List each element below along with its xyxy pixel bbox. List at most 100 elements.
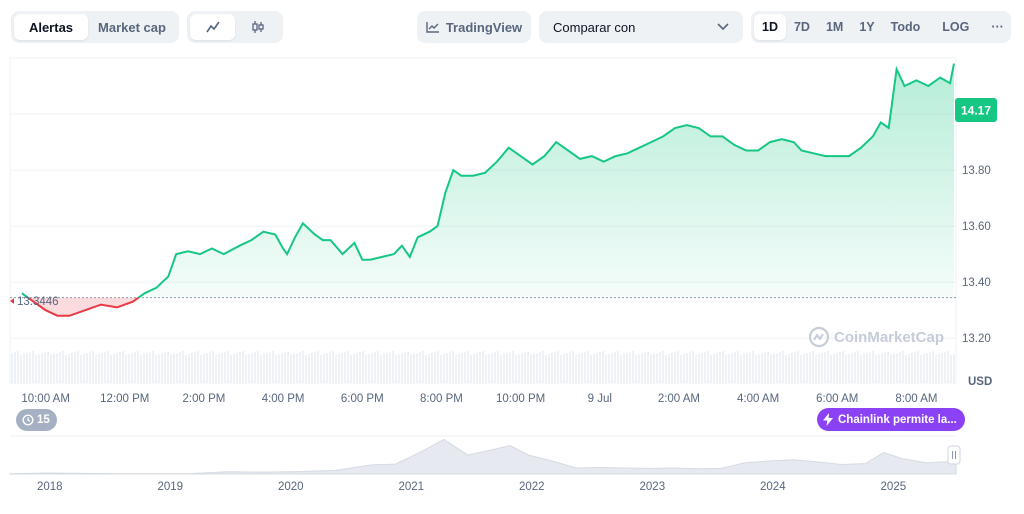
volume-bar [725,355,727,383]
tab-alerts[interactable]: Alertas [14,14,88,40]
volume-bar [344,352,346,383]
volume-bar [542,351,544,383]
volume-bar [950,355,952,383]
volume-bar [272,351,274,383]
tab-market-cap[interactable]: Market cap [98,19,166,35]
history-clock-icon [22,414,34,426]
range-1d-button[interactable]: 1D [754,14,786,40]
range-all-button[interactable]: Todo [890,20,921,34]
volume-bar [866,353,868,383]
volume-bar [179,352,181,383]
tradingview-button[interactable]: TradingView [417,11,531,43]
volume-bar [944,352,946,383]
volume-bar [380,355,382,383]
events-badge[interactable]: 15 [16,409,57,431]
range-7d-button[interactable]: 7D [793,20,810,34]
volume-bar [509,352,511,383]
volume-bar [839,352,841,383]
volume-bar [563,354,565,383]
volume-bar [515,355,517,383]
log-scale-button[interactable]: LOG [942,20,970,34]
currency-label: USD [968,376,992,388]
news-promo-pill[interactable]: Chainlink permite la... [817,408,965,431]
volume-bar [92,351,94,383]
volume-bar [728,354,730,383]
volume-bar [845,355,847,383]
candlestick-button[interactable] [235,14,280,40]
volume-bar [575,355,577,383]
volume-bar [680,355,682,383]
volume-bar [104,352,106,383]
tradingview-label: TradingView [445,19,523,35]
volume-bar [149,352,151,383]
x-tick-label: 12:00 PM [100,393,149,405]
volume-bar [776,353,778,383]
volume-bar [323,354,325,383]
volume-bar [773,354,775,383]
volume-bar [569,352,571,383]
volume-bar [692,351,694,383]
history-navigator-area[interactable] [9,438,957,475]
volume-bar [281,353,283,383]
volume-bar [557,351,559,383]
volume-bar [308,354,310,383]
volume-bar [716,353,718,383]
volume-bar [50,355,52,383]
volume-bar [68,354,70,383]
volume-bar [755,355,757,383]
x-tick-label: 6:00 PM [341,393,384,405]
volume-bar [527,351,529,383]
volume-bar [869,352,871,383]
volume-bar [434,352,436,383]
x-tick-label: 2:00 AM [658,393,700,405]
volume-bar [617,351,619,383]
volume-bar [440,355,442,383]
volume-bar [446,353,448,383]
volume-bar [947,351,949,383]
volume-bar [215,355,217,383]
volume-bar [245,355,247,383]
volume-bar [359,352,361,383]
volume-bar [134,352,136,383]
volume-bar [257,351,259,383]
volume-bar [227,351,229,383]
volume-bar [938,354,940,383]
volume-bar [362,351,364,383]
volume-bar [317,351,319,383]
volume-bar [152,351,154,383]
volume-bar [65,355,67,383]
volume-bar [131,353,133,383]
volume-bar [83,354,85,383]
volume-bar [794,352,796,383]
volume-bar [596,353,598,383]
range-1y-button[interactable]: 1Y [859,20,875,34]
volume-bar [356,353,358,383]
volume-bar [611,353,613,383]
volume-bar [524,352,526,383]
volume-bar [254,352,256,383]
year-tick-label: 2025 [881,481,907,493]
volume-bar [890,355,892,383]
volume-bar [290,355,292,383]
year-tick-label: 2023 [640,481,666,493]
volume-bar [143,354,145,383]
volume-bar [371,353,373,383]
volume-bar [635,355,637,383]
volume-bar [425,355,427,383]
chevron-down-icon [717,23,729,31]
volume-bar [830,355,832,383]
promo-text: Chainlink permite la... [838,413,957,426]
more-options-button[interactable]: ··· [991,20,1004,34]
navigator-handle[interactable] [947,445,961,465]
volume-bar [11,353,13,383]
open-price-label: 13.3446 [17,296,59,308]
line-chart-button[interactable] [190,14,235,40]
volume-bar [209,352,211,383]
volume-bar [881,353,883,383]
volume-bar [752,351,754,383]
range-1m-button[interactable]: 1M [825,20,844,34]
volume-bar [713,354,715,383]
volume-bar [698,354,700,383]
compare-dropdown[interactable]: Comparar con [539,11,743,43]
